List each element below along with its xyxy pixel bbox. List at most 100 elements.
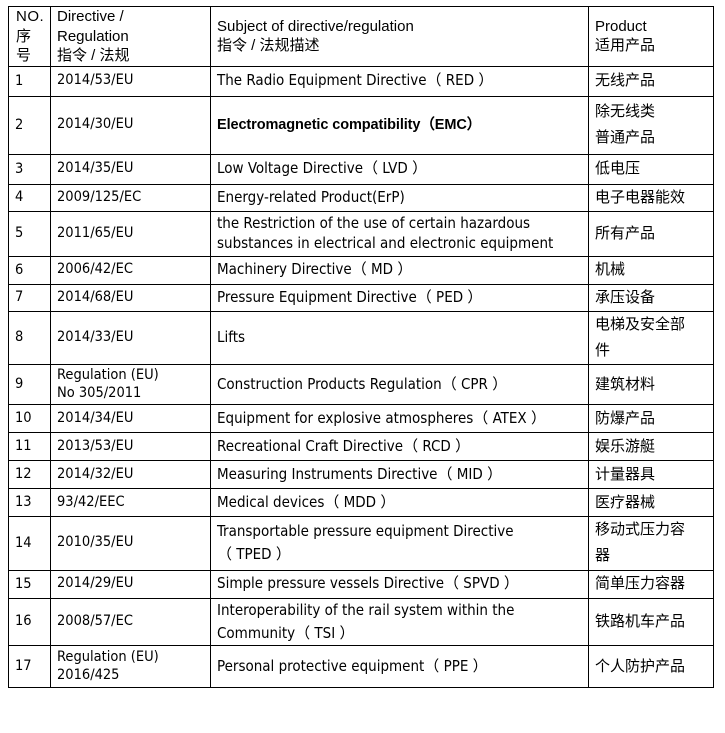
cell-subject: Low Voltage Directive（ LVD ） [210, 153, 589, 185]
header-directive-line-2: Regulation [57, 27, 129, 45]
cell-product: 移动式压力容器 [588, 516, 714, 571]
cell-directive-line: 2014/35/EU [57, 160, 134, 177]
cell-subject-line: Energy-related Product(ErP) [217, 187, 405, 206]
cell-no: 11 [8, 432, 51, 461]
cell-directive-line: 2014/33/EU [57, 328, 134, 345]
cell-subject: Energy-related Product(ErP) [210, 183, 589, 212]
eu-directives-table: NO. 序 号 Directive / Regulation 指令 / 法规 S… [8, 6, 714, 688]
header-cell-no: NO. 序 号 [8, 6, 51, 67]
cell-directive: 2014/30/EU [50, 95, 211, 155]
cell-product: 计量器具 [588, 460, 714, 489]
table-row: 4 2009/125/EC Energy-related Product(ErP) 电… [8, 183, 714, 212]
cell-directive-line: 2009/125/EC [57, 188, 142, 205]
cell-product-line: 移动式压力容 [595, 521, 686, 538]
cell-subject: Electromagnetic compatibility（EMC） [210, 95, 589, 155]
cell-subject-line: Simple pressure vessels Directive（ SPVD … [217, 574, 519, 593]
cell-product-line: 电梯及安全部 [595, 315, 686, 333]
cell-directive-line: 2010/35/EU [57, 534, 134, 551]
cell-product-line: 承压设备 [595, 288, 656, 306]
cell-product: 低电压 [588, 153, 714, 185]
table-row: 7 2014/68/EU Pressure Equipment Directive（… [8, 283, 714, 312]
cell-no: 8 [8, 310, 51, 365]
cell-directive-line: Regulation (EU) [57, 648, 159, 665]
cell-subject-line: Personal protective equipment（ PPE ） [217, 656, 488, 675]
table-row: 5 2011/65/EU the Restriction of the use of… [8, 210, 714, 257]
cell-product-line: 个人防护产品 [595, 657, 686, 675]
cell-product-line: 娱乐游艇 [595, 437, 656, 455]
cell-directive-line: 2011/65/EU [57, 224, 134, 241]
cell-product-line: 低电压 [595, 160, 641, 178]
cell-product: 承压设备 [588, 283, 714, 312]
header-directive-line-1: Directive / [57, 8, 124, 25]
cell-product-line: 简单压力容器 [595, 575, 686, 593]
cell-product-line: 除无线类 [595, 102, 656, 120]
cell-subject-line: the Restriction of the use of certain ha… [217, 214, 531, 232]
table-row: 12 2014/32/EU Measuring Instruments Direct… [8, 460, 714, 489]
cell-no: 4 [8, 183, 51, 212]
cell-directive-line: 2006/42/EC [57, 261, 133, 278]
cell-subject-line: Transportable pressure equipment Directi… [217, 522, 514, 540]
table-row: 14 2010/35/EU Transportable pressure equip… [8, 516, 714, 571]
cell-no: 16 [8, 597, 51, 646]
cell-product: 电子电器能效 [588, 183, 714, 212]
cell-directive: 93/42/EEC [50, 488, 211, 517]
table-row: 1 2014/53/EU The Radio Equipment Directive… [8, 65, 714, 97]
cell-no: 2 [8, 95, 51, 155]
cell-directive-line: Regulation (EU) [57, 366, 159, 383]
cell-no: 14 [8, 516, 51, 571]
cell-product-line: 机械 [595, 261, 626, 279]
table-row: 6 2006/42/EC Machinery Directive（ MD ） 机械 [8, 255, 714, 285]
cell-no: 10 [8, 404, 51, 433]
cell-subject-line: substances in electrical and electronic … [217, 233, 554, 252]
cell-no: 12 [8, 460, 51, 489]
header-row: NO. 序 号 Directive / Regulation 指令 / 法规 S… [8, 6, 714, 67]
cell-product: 防爆产品 [588, 404, 714, 433]
table-row: 2 2014/30/EU Electromagnetic compatibility… [8, 95, 714, 155]
cell-directive-line: 2008/57/EC [57, 612, 133, 629]
cell-directive: 2011/65/EU [50, 210, 211, 257]
cell-no: 1 [8, 65, 51, 97]
header-no-line-1: NO. [16, 8, 45, 25]
cell-subject-line: Measuring Instruments Directive（ MID ） [217, 464, 503, 483]
cell-product-line: 所有产品 [595, 224, 656, 242]
cell-subject-line: Electromagnetic compatibility（EMC） [217, 116, 482, 133]
cell-product-line: 计量器具 [595, 465, 656, 483]
cell-subject-line: The Radio Equipment Directive（ RED ） [217, 71, 494, 90]
cell-no: 7 [8, 283, 51, 312]
cell-no: 9 [8, 364, 51, 405]
cell-product-line: 防爆产品 [595, 409, 656, 427]
header-subject-line-2: 指令 / 法规描述 [217, 37, 320, 55]
cell-subject-line: Pressure Equipment Directive（ PED ） [217, 287, 483, 306]
cell-directive: 2014/68/EU [50, 283, 211, 312]
cell-product: 所有产品 [588, 210, 714, 257]
cell-product: 除无线类 普通产品 [588, 95, 714, 155]
table-row: 17 Regulation (EU) 2016/425 Personal protec… [8, 645, 714, 688]
header-product-line-1: Product [595, 17, 647, 35]
cell-subject-line: Equipment for explosive atmospheres（ ATE… [217, 408, 546, 427]
cell-directive-line: 2014/29/EU [57, 575, 134, 592]
table-header: NO. 序 号 Directive / Regulation 指令 / 法规 S… [8, 6, 714, 67]
header-subject-line-1: Subject of directive/regulation [217, 17, 414, 35]
cell-directive: 2013/53/EU [50, 432, 211, 461]
cell-product-line: 普通产品 [595, 129, 656, 146]
cell-directive-line: No 305/2011 [57, 384, 142, 401]
cell-product-line: 无线产品 [595, 72, 656, 90]
header-cell-directive: Directive / Regulation 指令 / 法规 [50, 6, 211, 67]
cell-directive: 2014/33/EU [50, 310, 211, 365]
cell-product: 个人防护产品 [588, 645, 714, 688]
cell-subject-line: Interoperability of the rail system with… [217, 600, 515, 619]
cell-directive: 2014/32/EU [50, 460, 211, 489]
cell-product-line: 器 [595, 547, 611, 565]
cell-subject: Transportable pressure equipment Directi… [210, 516, 589, 571]
cell-subject: Machinery Directive（ MD ） [210, 255, 589, 285]
cell-no: 15 [8, 569, 51, 599]
cell-subject: Lifts [210, 310, 589, 365]
cell-product: 电梯及安全部件 [588, 310, 714, 365]
header-cell-product: Product 适用产品 [588, 6, 714, 67]
cell-directive-line: 2014/30/EU [57, 116, 134, 133]
cell-subject: Measuring Instruments Directive（ MID ） [210, 460, 589, 489]
cell-subject: Personal protective equipment（ PPE ） [210, 645, 589, 688]
cell-product: 建筑材料 [588, 364, 714, 405]
cell-no: 6 [8, 255, 51, 285]
